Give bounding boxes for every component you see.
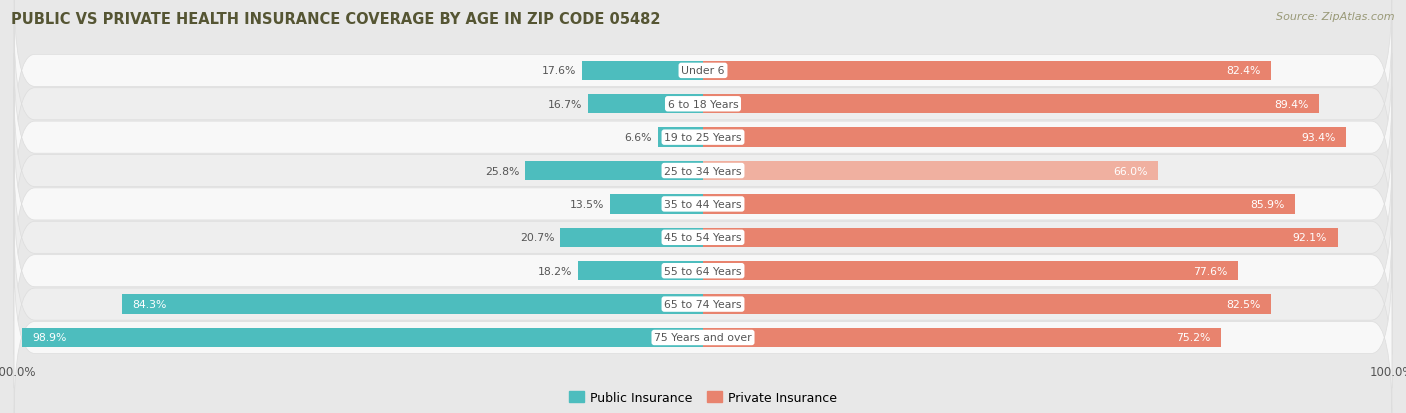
Text: 75 Years and over: 75 Years and over: [654, 333, 752, 343]
FancyBboxPatch shape: [14, 187, 1392, 355]
Text: 16.7%: 16.7%: [548, 100, 582, 109]
Text: 82.4%: 82.4%: [1226, 66, 1260, 76]
Bar: [588, 95, 703, 114]
Text: 82.5%: 82.5%: [1226, 299, 1261, 309]
FancyBboxPatch shape: [14, 87, 1392, 255]
Bar: [703, 328, 1220, 347]
Legend: Public Insurance, Private Insurance: Public Insurance, Private Insurance: [564, 386, 842, 409]
Text: 20.7%: 20.7%: [520, 233, 555, 243]
Bar: [561, 228, 703, 247]
Text: 6.6%: 6.6%: [624, 133, 652, 143]
Bar: [703, 161, 1157, 181]
Text: 85.9%: 85.9%: [1250, 199, 1285, 209]
Bar: [610, 195, 703, 214]
FancyBboxPatch shape: [14, 121, 1392, 288]
FancyBboxPatch shape: [14, 221, 1392, 388]
Text: 45 to 54 Years: 45 to 54 Years: [664, 233, 742, 243]
Text: 35 to 44 Years: 35 to 44 Years: [664, 199, 742, 209]
Bar: [526, 161, 703, 181]
Bar: [21, 328, 703, 347]
Bar: [703, 295, 1271, 314]
Text: 19 to 25 Years: 19 to 25 Years: [664, 133, 742, 143]
Bar: [122, 295, 703, 314]
Bar: [703, 195, 1295, 214]
Text: 17.6%: 17.6%: [541, 66, 576, 76]
Bar: [703, 128, 1347, 147]
Text: 84.3%: 84.3%: [132, 299, 167, 309]
FancyBboxPatch shape: [14, 54, 1392, 222]
Text: 92.1%: 92.1%: [1292, 233, 1327, 243]
Text: 25 to 34 Years: 25 to 34 Years: [664, 166, 742, 176]
Bar: [703, 261, 1237, 281]
Text: 65 to 74 Years: 65 to 74 Years: [664, 299, 742, 309]
Text: Under 6: Under 6: [682, 66, 724, 76]
Text: 75.2%: 75.2%: [1177, 333, 1211, 343]
FancyBboxPatch shape: [14, 254, 1392, 413]
Bar: [658, 128, 703, 147]
Text: Source: ZipAtlas.com: Source: ZipAtlas.com: [1277, 12, 1395, 22]
Text: 98.9%: 98.9%: [32, 333, 66, 343]
FancyBboxPatch shape: [14, 21, 1392, 188]
Bar: [703, 95, 1319, 114]
Text: 77.6%: 77.6%: [1192, 266, 1227, 276]
Bar: [703, 228, 1337, 247]
Text: 55 to 64 Years: 55 to 64 Years: [664, 266, 742, 276]
Bar: [578, 261, 703, 281]
FancyBboxPatch shape: [14, 0, 1392, 155]
Text: PUBLIC VS PRIVATE HEALTH INSURANCE COVERAGE BY AGE IN ZIP CODE 05482: PUBLIC VS PRIVATE HEALTH INSURANCE COVER…: [11, 12, 661, 27]
Text: 13.5%: 13.5%: [569, 199, 605, 209]
Bar: [582, 62, 703, 81]
Text: 6 to 18 Years: 6 to 18 Years: [668, 100, 738, 109]
Bar: [703, 62, 1271, 81]
FancyBboxPatch shape: [14, 154, 1392, 322]
Text: 89.4%: 89.4%: [1274, 100, 1309, 109]
Text: 66.0%: 66.0%: [1114, 166, 1147, 176]
Text: 25.8%: 25.8%: [485, 166, 520, 176]
Text: 18.2%: 18.2%: [537, 266, 572, 276]
Text: 93.4%: 93.4%: [1302, 133, 1336, 143]
